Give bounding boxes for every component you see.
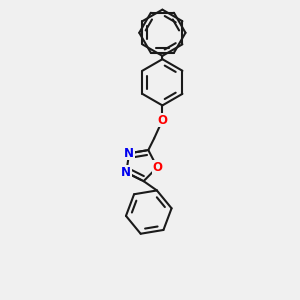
Text: O: O [152,161,162,174]
Text: N: N [124,147,134,160]
Text: O: O [158,114,167,127]
Text: N: N [121,166,131,179]
